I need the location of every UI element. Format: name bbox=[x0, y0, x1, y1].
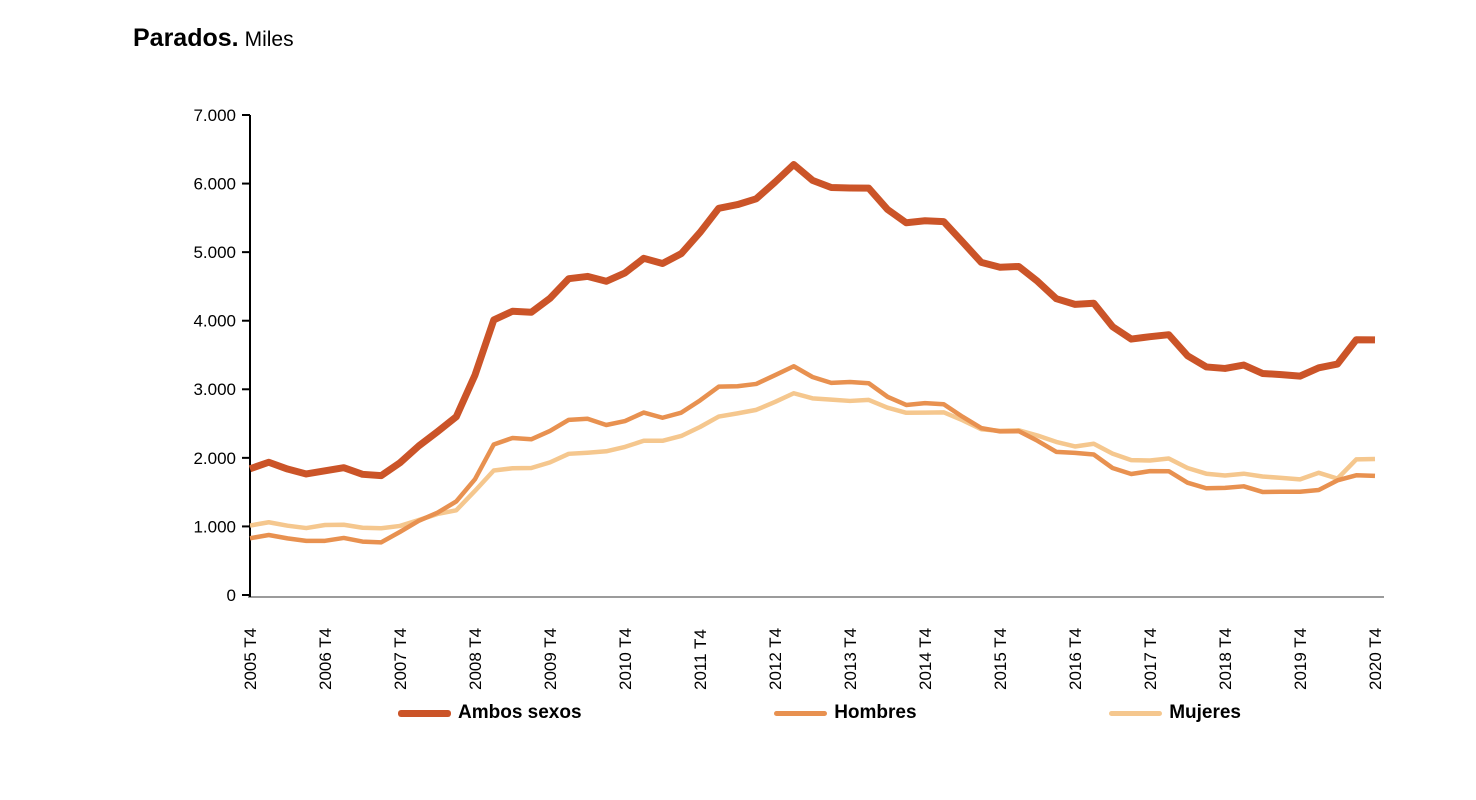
legend-swatch-mujeres bbox=[1109, 710, 1163, 716]
y-axis-tick-label: 1.000 bbox=[193, 517, 236, 536]
y-axis-tick-label: 4.000 bbox=[193, 312, 236, 331]
x-axis-tick-label: 2015 T4 bbox=[991, 628, 1010, 690]
legend-label-mujeres: Mujeres bbox=[1169, 702, 1241, 723]
chart-title-main: Parados. bbox=[133, 24, 239, 52]
x-axis-tick-label: 2012 T4 bbox=[766, 628, 785, 690]
x-axis-tick-label: 2009 T4 bbox=[541, 628, 560, 690]
legend-swatch-ambos-sexos bbox=[398, 709, 451, 717]
y-axis-tick-label: 3.000 bbox=[193, 380, 236, 399]
x-axis-tick-label: 2007 T4 bbox=[391, 628, 410, 690]
series-line-ambos-sexos bbox=[248, 161, 1376, 480]
y-axis-tick-label: 5.000 bbox=[193, 243, 236, 262]
x-axis-tick-label: 2020 T4 bbox=[1366, 628, 1385, 690]
legend-item-ambos-sexos: Ambos sexos bbox=[398, 702, 582, 724]
legend-item-hombres: Hombres bbox=[774, 702, 917, 724]
legend-label-hombres: Hombres bbox=[834, 702, 917, 723]
x-axis-tick-label: 2010 T4 bbox=[616, 628, 635, 690]
y-axis-tick-label: 6.000 bbox=[193, 175, 236, 194]
legend-label-ambos-sexos: Ambos sexos bbox=[458, 702, 582, 723]
y-axis-tick-label: 2.000 bbox=[193, 449, 236, 468]
series-line-mujeres bbox=[249, 391, 1376, 531]
chart-title-units: Miles bbox=[244, 28, 294, 51]
x-axis-tick-label: 2018 T4 bbox=[1216, 628, 1235, 690]
x-axis-tick-label: 2011 T4 bbox=[691, 629, 710, 690]
legend-swatch-hombres bbox=[774, 710, 828, 716]
x-axis-tick-label: 2008 T4 bbox=[466, 628, 485, 690]
y-axis-tick-label: 7.000 bbox=[193, 106, 236, 125]
chart-title: Parados. Miles bbox=[133, 24, 294, 53]
x-axis-tick-label: 2005 T4 bbox=[241, 628, 260, 690]
x-axis-tick-label: 2006 T4 bbox=[316, 628, 335, 690]
x-axis-tick-label: 2013 T4 bbox=[841, 628, 860, 690]
legend-item-mujeres: Mujeres bbox=[1109, 702, 1241, 724]
x-axis-tick-label: 2016 T4 bbox=[1066, 628, 1085, 690]
x-axis-tick-label: 2017 T4 bbox=[1141, 628, 1160, 690]
x-axis-tick-label: 2014 T4 bbox=[916, 628, 935, 690]
y-axis-tick-label: 0 bbox=[227, 586, 236, 605]
x-axis-tick-label: 2019 T4 bbox=[1291, 628, 1310, 690]
chart-legend: Ambos sexos Hombres Mujeres bbox=[398, 702, 1241, 724]
series-line-hombres bbox=[249, 364, 1376, 545]
